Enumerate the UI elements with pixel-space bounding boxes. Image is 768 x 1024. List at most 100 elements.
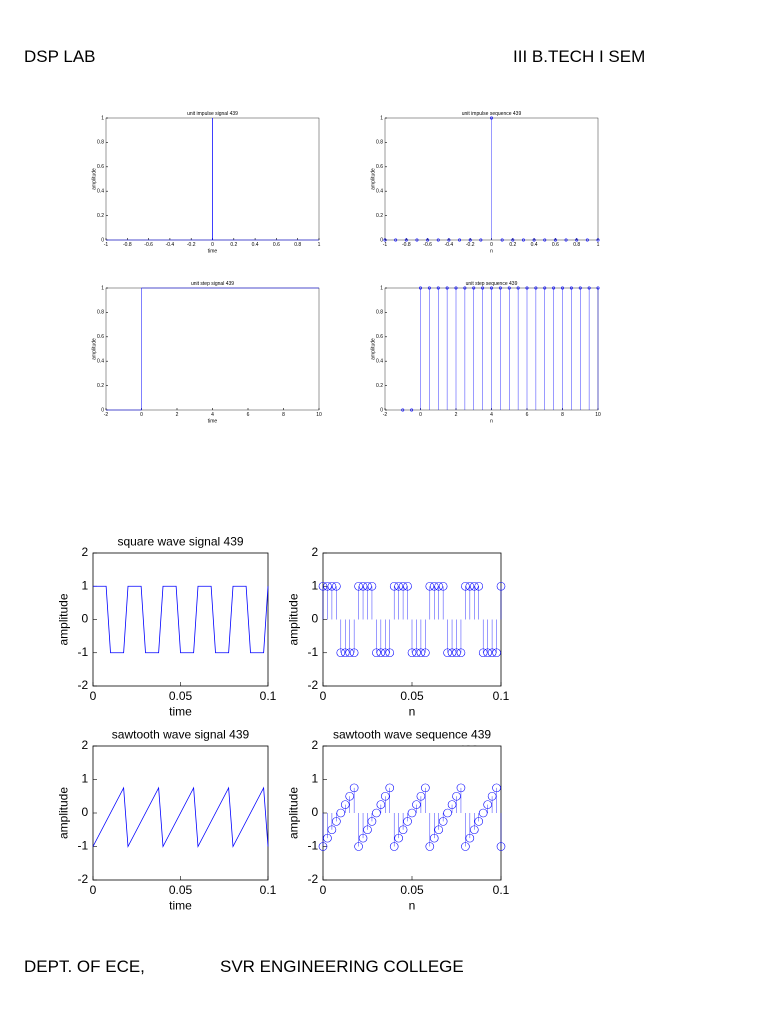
stem-marker: [418, 286, 422, 290]
stem-marker: [404, 238, 408, 242]
x-tick-label: -0.8: [402, 242, 411, 248]
axes-box: [92, 552, 269, 687]
stem-marker: [426, 238, 430, 242]
y-tick-label: 0.4: [376, 359, 383, 365]
y-tick-label: -1: [308, 839, 319, 853]
stem-marker: [318, 842, 328, 851]
footer-left: DEPT. OF ECE,: [24, 957, 145, 976]
stem-marker: [436, 286, 440, 290]
stem-marker: [372, 808, 381, 818]
x-tick-label: 10: [316, 412, 322, 418]
x-tick-label: 0.6: [273, 242, 280, 248]
y-tick-label: -1: [78, 645, 89, 659]
x-tick-label: 0: [419, 412, 422, 418]
signal-line: [106, 118, 319, 241]
y-tick-label: 0.2: [97, 383, 104, 389]
y-axis-label: amplitude: [91, 338, 97, 360]
stem-marker: [421, 648, 430, 658]
stem-marker: [340, 648, 350, 658]
x-tick-label: 2: [455, 412, 458, 418]
footer-right: SVR ENGINEERING COLLEGE: [220, 957, 464, 976]
stem-marker: [507, 286, 511, 290]
stem-marker: [389, 581, 399, 591]
stem-marker: [489, 116, 493, 120]
stem-marker: [585, 238, 589, 242]
chart-title: square wave signal 439: [117, 534, 243, 548]
stem-marker: [323, 833, 332, 843]
x-tick-label: 0.8: [573, 242, 580, 248]
x-tick-label: -0.2: [187, 242, 196, 248]
signal-line: [106, 287, 319, 411]
stem-marker: [410, 408, 414, 412]
x-tick-label: -0.6: [144, 242, 153, 248]
y-tick-label: 1: [82, 772, 89, 786]
stem-marker: [425, 842, 435, 851]
x-tick-label: 8: [561, 412, 564, 418]
stem-marker: [429, 581, 439, 591]
stem-marker: [403, 817, 412, 826]
x-tick-label: 0.2: [230, 242, 237, 248]
x-tick-label: 0: [211, 242, 214, 248]
stem-marker: [416, 648, 426, 658]
x-tick-label: 0.1: [493, 689, 510, 703]
x-tick-label: -0.6: [423, 242, 432, 248]
x-tick-label: -0.2: [466, 242, 475, 248]
x-tick-label: -0.4: [166, 242, 175, 248]
axes-box: [322, 745, 502, 881]
y-tick-label: -2: [308, 678, 319, 692]
stem-marker: [487, 648, 497, 658]
stem-marker: [478, 808, 488, 818]
stem-marker: [487, 791, 497, 801]
stem-marker: [358, 833, 368, 843]
stem-marker: [469, 581, 479, 591]
stem-marker: [564, 238, 568, 242]
stem-marker: [481, 286, 485, 290]
x-tick-label: -1: [104, 242, 109, 248]
stem-marker: [421, 783, 430, 793]
x-axis-label: n: [409, 705, 416, 719]
stem-marker: [552, 286, 556, 290]
x-axis-label: n: [490, 418, 493, 424]
y-tick-label: 2: [82, 545, 89, 559]
stem-marker: [340, 800, 350, 809]
x-tick-label: 0.1: [260, 883, 277, 897]
stem-marker: [596, 286, 600, 290]
y-tick-label: 0: [380, 407, 383, 413]
stem-marker: [596, 238, 600, 242]
stem-marker: [394, 238, 398, 242]
stem-marker: [447, 648, 457, 658]
stem-marker: [543, 286, 547, 290]
chart-title: sawtooth wave sequence 439: [333, 727, 491, 741]
stem-marker: [434, 825, 444, 835]
y-axis-label: amplitude: [91, 168, 97, 190]
stem-marker: [332, 817, 341, 826]
stem-marker: [443, 648, 452, 658]
stem-marker: [461, 842, 470, 851]
stem-marker: [427, 286, 431, 290]
stem-marker: [425, 581, 435, 591]
stem-marker: [385, 783, 395, 793]
stem-marker: [543, 238, 547, 242]
y-tick-label: 0: [101, 237, 104, 243]
y-tick-label: 0.2: [376, 383, 383, 389]
stem-marker: [496, 581, 506, 591]
stem-marker: [516, 286, 520, 290]
x-tick-label: 0.05: [400, 883, 424, 897]
stem-marker: [492, 648, 501, 658]
stem-marker: [394, 833, 403, 843]
stem-marker: [478, 648, 488, 658]
header-left: DSP LAB: [24, 47, 96, 66]
x-tick-label: 0: [90, 883, 97, 897]
x-tick-label: 0.05: [169, 883, 193, 897]
stem-marker: [578, 286, 582, 290]
chart-title: unit step signal 439: [191, 281, 234, 287]
x-tick-label: -2: [104, 412, 109, 418]
stem-marker: [496, 842, 506, 851]
stem-marker: [525, 286, 529, 290]
stem-marker: [380, 648, 390, 658]
x-tick-label: -0.4: [445, 242, 454, 248]
header-right: III B.TECH I SEM: [513, 47, 646, 66]
stem-marker: [323, 581, 332, 591]
y-tick-label: 0.6: [97, 164, 104, 170]
stem-marker: [363, 825, 372, 835]
